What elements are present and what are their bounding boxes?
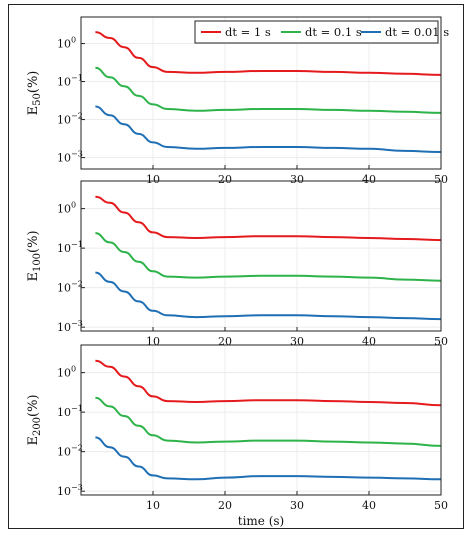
- y-tick-label: 100: [57, 365, 76, 380]
- x-tick-label: 10: [146, 173, 160, 186]
- plot-area-border: [80, 16, 442, 170]
- series-line-2: [95, 232, 442, 282]
- x-tick-label: 50: [434, 173, 448, 186]
- series-line-2: [95, 396, 442, 447]
- y-tick-label: 10−1: [57, 240, 83, 255]
- plot-area-border: [80, 344, 442, 496]
- legend: dt = 1 s dt = 0.1 s dt = 0.01 s: [194, 20, 449, 44]
- y-axis-label: E200(%): [26, 394, 43, 445]
- y-axis-label: E50(%): [26, 71, 43, 116]
- series-line-3: [95, 105, 442, 153]
- y-tick-label: 10−1: [57, 404, 83, 419]
- legend-label-1: dt = 1 s: [225, 25, 271, 39]
- series-line-1: [95, 195, 442, 242]
- series-line-2: [95, 66, 442, 114]
- x-tick-label: 50: [434, 499, 448, 512]
- x-tick-label: 30: [290, 173, 304, 186]
- x-tick-label: 30: [290, 499, 304, 512]
- series-line-1: [95, 359, 442, 407]
- x-tick-label: 20: [218, 173, 232, 186]
- y-tick-label: 10−1: [57, 74, 83, 89]
- y-tick-label: 10−3: [57, 319, 83, 334]
- y-tick-label: 10−2: [57, 280, 83, 295]
- y-tick-label: 100: [57, 36, 76, 51]
- y-tick-label: 100: [57, 201, 76, 216]
- y-tick-label: 10−3: [57, 483, 83, 498]
- panel-3: 10 20 30 40 50 100 10−1 10−2 10−3 E200(%) time (s): [26, 344, 448, 528]
- x-axis-label: time (s): [238, 514, 284, 528]
- series-line-1: [95, 31, 442, 76]
- legend-box: [194, 20, 439, 44]
- plot-area-border: [80, 180, 442, 332]
- y-tick-label: 10−2: [57, 444, 83, 459]
- legend-label-2: dt = 0.1 s: [305, 25, 362, 39]
- legend-label-3: dt = 0.01 s: [385, 25, 449, 39]
- y-tick-label: 10−3: [57, 150, 83, 165]
- y-axis-label: E100(%): [26, 230, 43, 281]
- x-tick-label: 20: [218, 499, 232, 512]
- x-tick-label: 40: [362, 499, 376, 512]
- x-tick-label: 10: [146, 499, 160, 512]
- series-line-3: [95, 271, 442, 321]
- series-line-3: [95, 436, 442, 481]
- y-tick-label: 10−2: [57, 112, 83, 127]
- x-tick-label: 40: [362, 173, 376, 186]
